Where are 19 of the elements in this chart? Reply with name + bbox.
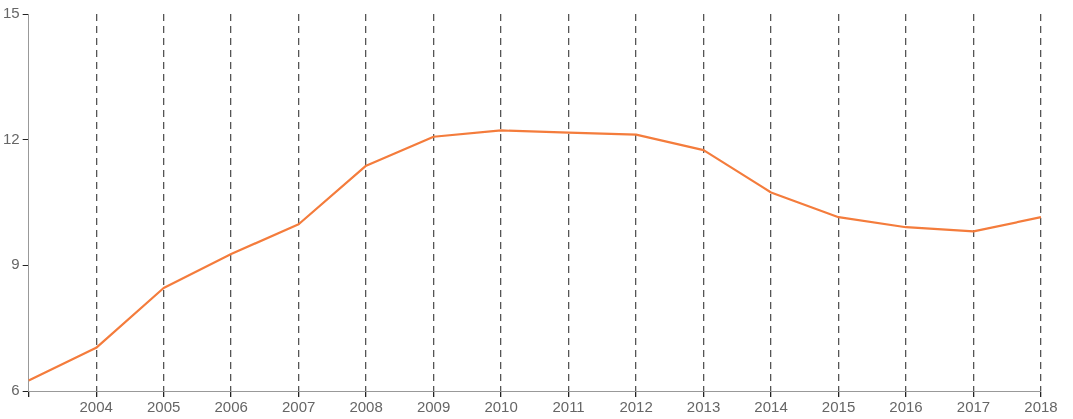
y-tick-label: 12 — [3, 129, 20, 147]
x-tick-label: 2007 — [281, 398, 316, 416]
y-tick-label: 9 — [11, 255, 20, 273]
x-tick-label: 2015 — [821, 398, 856, 416]
x-tick-label: 2006 — [214, 398, 248, 416]
x-tick-label: 2008 — [349, 398, 383, 416]
x-tick-label: 2010 — [484, 398, 518, 416]
x-tick-label: 2005 — [146, 398, 181, 416]
x-tick-label: 2013 — [686, 398, 721, 416]
x-tick-label: 2017 — [956, 398, 991, 416]
y-tick-label: 6 — [11, 381, 20, 399]
x-tick-label: 2009 — [416, 398, 451, 416]
x-tick-label: 2012 — [619, 398, 653, 416]
x-tick-label: 2018 — [1024, 398, 1058, 416]
x-tick-label: 2004 — [79, 398, 113, 416]
x-tick-label: 2011 — [552, 398, 585, 416]
y-tick-label: 15 — [3, 4, 20, 22]
x-tick-label: 2014 — [754, 398, 788, 416]
x-tick-label: 2016 — [889, 398, 923, 416]
